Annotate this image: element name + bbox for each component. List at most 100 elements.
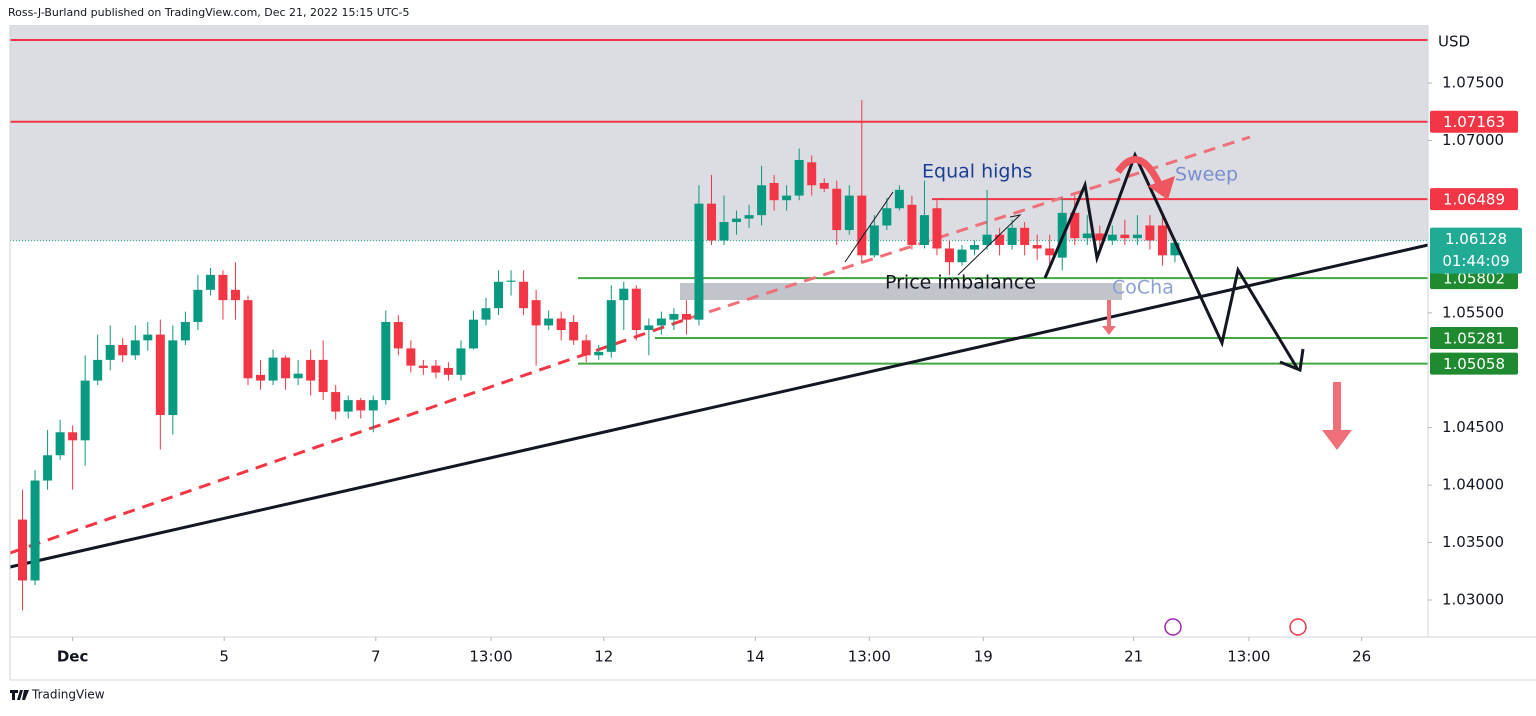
candle-body [256, 374, 266, 381]
candle-body [406, 348, 416, 366]
candle-body [481, 308, 491, 320]
candle-body [18, 519, 28, 581]
price-label: 1.05058 [1443, 355, 1505, 373]
candle-body [105, 344, 115, 360]
x-tick-label: 26 [1352, 648, 1371, 666]
last-price-box [1430, 227, 1522, 274]
x-tick-label: 13:00 [469, 648, 512, 666]
candle-body [418, 365, 428, 368]
candle-body [1120, 234, 1130, 239]
annotation: Sweep [1175, 164, 1238, 186]
candle-body [681, 313, 691, 320]
candle-body [581, 340, 591, 356]
price-label: 1.05802 [1443, 270, 1505, 288]
x-tick-label: 14 [746, 648, 765, 666]
logo-icon [10, 690, 29, 700]
candle-body [168, 340, 178, 416]
footer: TradingView [31, 688, 105, 702]
candle-body [819, 182, 829, 189]
candle-body [306, 359, 316, 381]
x-tick-label: 13:00 [1227, 648, 1270, 666]
candle-body [957, 249, 967, 263]
candle-body [1107, 234, 1117, 241]
y-tick-label: 1.07500 [1442, 74, 1504, 92]
candle-body [1032, 245, 1042, 249]
annotation: Price imbalance [885, 272, 1036, 294]
candle-body [281, 357, 291, 379]
thin-arrow [844, 191, 894, 263]
y-tick-label: 1.03000 [1442, 591, 1504, 609]
candle-body [68, 432, 78, 441]
candle-body [368, 400, 378, 411]
event-icon [1164, 618, 1182, 636]
candle-body [744, 215, 754, 219]
candle-body [732, 218, 742, 223]
x-tick-label: 12 [594, 648, 613, 666]
candle-body [757, 185, 767, 216]
candle-body [268, 357, 278, 381]
price-label: 1.06489 [1443, 191, 1505, 209]
x-tick-label: 21 [1124, 648, 1143, 666]
candle-body [381, 321, 391, 401]
candle-body [218, 274, 228, 301]
candle-body [1170, 242, 1180, 256]
y-tick-label: 1.04500 [1442, 418, 1504, 436]
premium-zone [10, 25, 1428, 241]
candle-body [93, 359, 103, 381]
candle-body [443, 367, 453, 375]
plot-area: Equal highs Sweep Price imbalance CoCha [9, 25, 1429, 636]
arrow-head [1279, 348, 1305, 373]
candle-body [130, 340, 140, 356]
x-tick-label: 13:00 [848, 648, 891, 666]
y-tick-label: 1.05500 [1442, 303, 1504, 321]
candle-body [556, 318, 566, 331]
candle-body [932, 208, 942, 249]
candle-body [356, 400, 366, 411]
y-tick-label: 1.04000 [1442, 476, 1504, 494]
candle-body [769, 182, 779, 201]
candle-body [80, 380, 90, 441]
candle-body [882, 208, 892, 226]
candle-body [1145, 225, 1155, 241]
x-tick-label: Dec [57, 648, 89, 666]
trendline [9, 243, 1429, 569]
candle-body [30, 480, 40, 581]
candle-body [293, 373, 303, 379]
imbalance-box [680, 283, 1122, 300]
candle-body [569, 321, 579, 341]
candle-body [456, 348, 466, 375]
candle-body [1157, 225, 1167, 256]
tradingview-logo: TradingView [10, 688, 105, 702]
candle-body [631, 288, 641, 331]
candle-body [782, 195, 792, 201]
candle-body [995, 234, 1005, 246]
candle-body [1020, 227, 1030, 246]
candle-body [706, 203, 716, 241]
down-arrow [1102, 300, 1116, 335]
candle-body [1007, 227, 1017, 246]
annotation: Equal highs [922, 161, 1032, 183]
candle-body [393, 321, 403, 349]
candle-body [719, 222, 729, 241]
x-tick-label: 19 [974, 648, 993, 666]
candle-body [869, 225, 879, 256]
last-price-label: 1.06128 [1445, 230, 1507, 248]
price-label: 1.05281 [1443, 329, 1505, 347]
thin-arrow [957, 214, 1022, 276]
candle-body [656, 318, 666, 326]
price-box [1430, 326, 1518, 349]
down-arrow [1322, 382, 1352, 450]
candle-body [694, 203, 704, 320]
candle-body [919, 215, 929, 246]
header: Ross-J-Burland published on TradingView.… [8, 6, 410, 19]
candle-body [894, 189, 904, 209]
price-box [1430, 110, 1518, 133]
annotation: CoCha [1112, 277, 1174, 299]
candle-body [669, 313, 679, 320]
candle-body [644, 325, 654, 331]
candle-body [506, 280, 516, 282]
candle-body [318, 359, 328, 393]
candle-body [594, 351, 604, 356]
price-box [1430, 188, 1518, 211]
